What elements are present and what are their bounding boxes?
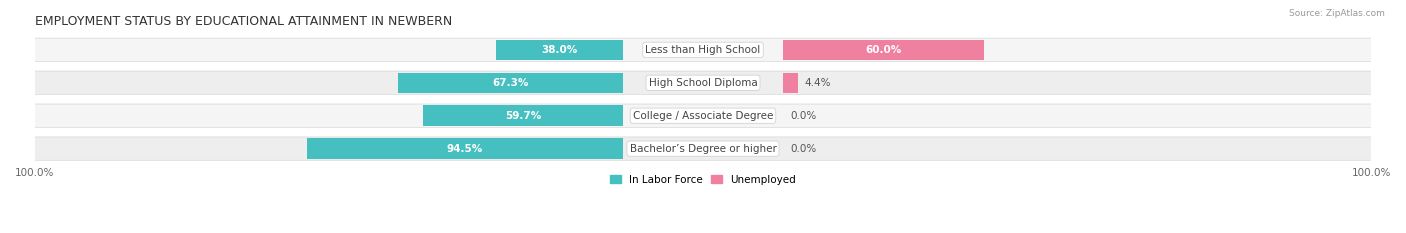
- FancyBboxPatch shape: [28, 38, 1378, 61]
- Text: Bachelor’s Degree or higher: Bachelor’s Degree or higher: [630, 144, 776, 154]
- Text: 59.7%: 59.7%: [505, 111, 541, 121]
- Text: 67.3%: 67.3%: [492, 78, 529, 88]
- Text: 60.0%: 60.0%: [865, 45, 901, 55]
- Text: 4.4%: 4.4%: [804, 78, 831, 88]
- Text: 38.0%: 38.0%: [541, 45, 578, 55]
- Text: Less than High School: Less than High School: [645, 45, 761, 55]
- FancyBboxPatch shape: [28, 71, 1378, 94]
- Text: 94.5%: 94.5%: [447, 144, 484, 154]
- FancyBboxPatch shape: [423, 106, 623, 126]
- FancyBboxPatch shape: [496, 40, 623, 60]
- FancyBboxPatch shape: [28, 137, 1378, 161]
- FancyBboxPatch shape: [28, 103, 1378, 128]
- Text: High School Diploma: High School Diploma: [648, 78, 758, 88]
- FancyBboxPatch shape: [398, 72, 623, 93]
- FancyBboxPatch shape: [28, 104, 1378, 127]
- Text: EMPLOYMENT STATUS BY EDUCATIONAL ATTAINMENT IN NEWBERN: EMPLOYMENT STATUS BY EDUCATIONAL ATTAINM…: [35, 15, 451, 28]
- FancyBboxPatch shape: [307, 138, 623, 159]
- Text: 0.0%: 0.0%: [790, 111, 815, 121]
- Text: 0.0%: 0.0%: [790, 144, 815, 154]
- FancyBboxPatch shape: [28, 71, 1378, 95]
- FancyBboxPatch shape: [783, 40, 984, 60]
- FancyBboxPatch shape: [28, 38, 1378, 62]
- FancyBboxPatch shape: [28, 137, 1378, 160]
- Text: Source: ZipAtlas.com: Source: ZipAtlas.com: [1289, 9, 1385, 18]
- Text: College / Associate Degree: College / Associate Degree: [633, 111, 773, 121]
- FancyBboxPatch shape: [783, 72, 797, 93]
- Legend: In Labor Force, Unemployed: In Labor Force, Unemployed: [606, 171, 800, 189]
